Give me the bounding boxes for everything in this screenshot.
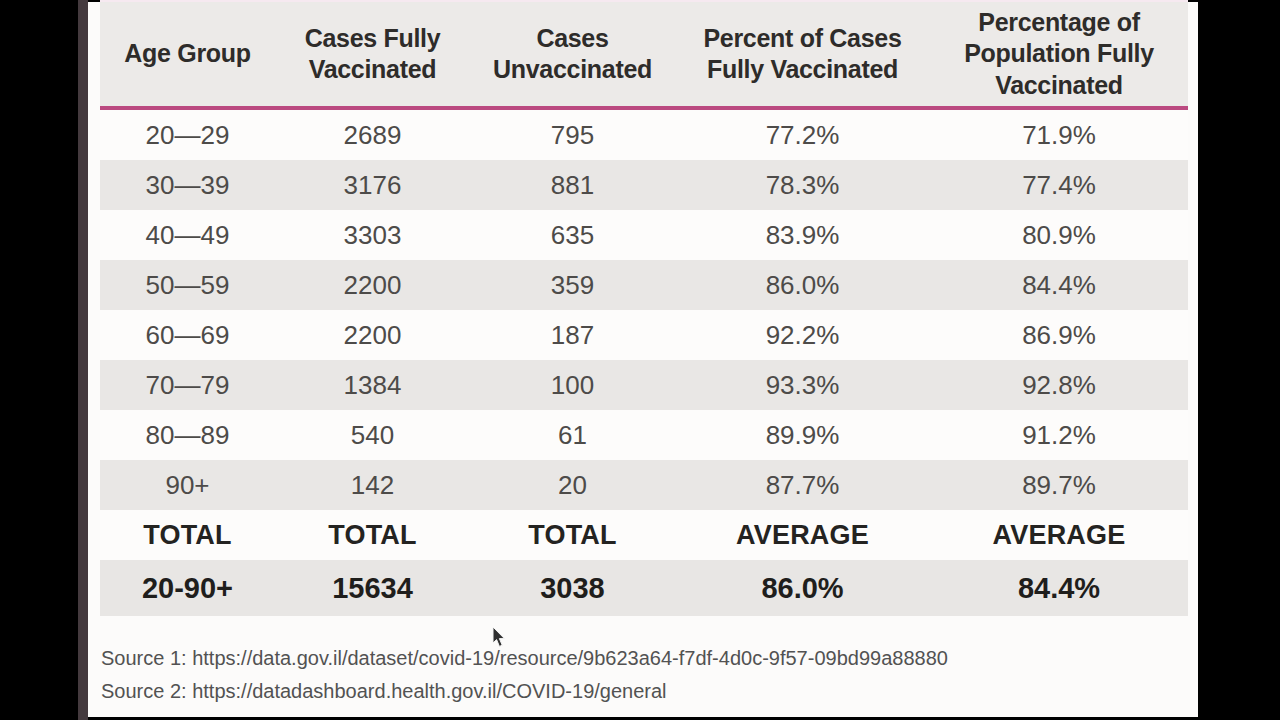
source-line-2: Source 2: https://datadashboard.health.g… bbox=[101, 675, 1161, 708]
table-row: 90+1422087.7%89.7% bbox=[100, 460, 1188, 510]
table-cell: 92.2% bbox=[675, 320, 930, 351]
table-cell: 60—69 bbox=[100, 320, 275, 351]
table-cell: 20—29 bbox=[100, 120, 275, 151]
table-cell: 30—39 bbox=[100, 170, 275, 201]
table-cell: 2200 bbox=[275, 320, 470, 351]
table-row: 80—895406189.9%91.2% bbox=[100, 410, 1188, 460]
table-cell: 89.9% bbox=[675, 420, 930, 451]
video-frame: { "colors": { "accent_line": "#bb4a80", … bbox=[0, 0, 1280, 720]
table-cell: 142 bbox=[275, 470, 470, 501]
summary-value-row: 20-90+ 15634 3038 86.0% 84.4% bbox=[100, 560, 1188, 616]
table-cell: 635 bbox=[470, 220, 675, 251]
header-percent-population-fully-vaccinated: Percentage of Population Fully Vaccinate… bbox=[930, 2, 1188, 106]
summary-label: TOTAL bbox=[100, 520, 275, 551]
summary-value: 84.4% bbox=[930, 572, 1188, 605]
table-cell: 84.4% bbox=[930, 270, 1188, 301]
table-cell: 70—79 bbox=[100, 370, 275, 401]
summary-label-row: TOTAL TOTAL TOTAL AVERAGE AVERAGE bbox=[100, 510, 1188, 560]
table-cell: 359 bbox=[470, 270, 675, 301]
summary-label: TOTAL bbox=[275, 520, 470, 551]
table-cell: 91.2% bbox=[930, 420, 1188, 451]
summary-label: TOTAL bbox=[470, 520, 675, 551]
table-cell: 86.9% bbox=[930, 320, 1188, 351]
table-cell: 20 bbox=[470, 470, 675, 501]
table-header-row: Age Group Cases Fully Vaccinated Cases U… bbox=[100, 2, 1188, 110]
table-row: 60—69220018792.2%86.9% bbox=[100, 310, 1188, 360]
table-body: 20—29268979577.2%71.9%30—39317688178.3%7… bbox=[100, 110, 1188, 510]
vaccination-table: Age Group Cases Fully Vaccinated Cases U… bbox=[100, 2, 1188, 616]
header-cases-fully-vaccinated: Cases Fully Vaccinated bbox=[275, 2, 470, 106]
table-cell: 80—89 bbox=[100, 420, 275, 451]
summary-value: 3038 bbox=[470, 572, 675, 605]
table-cell: 80.9% bbox=[930, 220, 1188, 251]
letterbox-left-edge bbox=[78, 0, 88, 720]
table-cell: 3176 bbox=[275, 170, 470, 201]
table-cell: 77.2% bbox=[675, 120, 930, 151]
table-cell: 3303 bbox=[275, 220, 470, 251]
table-cell: 90+ bbox=[100, 470, 275, 501]
table-cell: 100 bbox=[470, 370, 675, 401]
table-cell: 87.7% bbox=[675, 470, 930, 501]
table-cell: 83.9% bbox=[675, 220, 930, 251]
table-row: 40—49330363583.9%80.9% bbox=[100, 210, 1188, 260]
source-line-1: Source 1: https://data.gov.il/dataset/co… bbox=[101, 642, 1161, 675]
table-row: 50—59220035986.0%84.4% bbox=[100, 260, 1188, 310]
table-cell: 187 bbox=[470, 320, 675, 351]
summary-value: 20-90+ bbox=[100, 572, 275, 605]
table-cell: 2200 bbox=[275, 270, 470, 301]
table-cell: 50—59 bbox=[100, 270, 275, 301]
table-cell: 1384 bbox=[275, 370, 470, 401]
table-cell: 795 bbox=[470, 120, 675, 151]
table-cell: 71.9% bbox=[930, 120, 1188, 151]
summary-value: 15634 bbox=[275, 572, 470, 605]
table-row: 30—39317688178.3%77.4% bbox=[100, 160, 1188, 210]
summary-label: AVERAGE bbox=[675, 520, 930, 551]
table-cell: 93.3% bbox=[675, 370, 930, 401]
table-cell: 89.7% bbox=[930, 470, 1188, 501]
table-cell: 92.8% bbox=[930, 370, 1188, 401]
table-cell: 61 bbox=[470, 420, 675, 451]
table-cell: 77.4% bbox=[930, 170, 1188, 201]
content-panel: Age Group Cases Fully Vaccinated Cases U… bbox=[88, 2, 1198, 717]
source-citations: Source 1: https://data.gov.il/dataset/co… bbox=[101, 642, 1161, 708]
header-cases-unvaccinated: Cases Unvaccinated bbox=[470, 2, 675, 106]
table-cell: 881 bbox=[470, 170, 675, 201]
table-row: 20—29268979577.2%71.9% bbox=[100, 110, 1188, 160]
summary-value: 86.0% bbox=[675, 572, 930, 605]
header-percent-cases-fully-vaccinated: Percent of Cases Fully Vaccinated bbox=[675, 2, 930, 106]
table-cell: 2689 bbox=[275, 120, 470, 151]
table-cell: 78.3% bbox=[675, 170, 930, 201]
summary-label: AVERAGE bbox=[930, 520, 1188, 551]
header-age-group: Age Group bbox=[100, 2, 275, 106]
table-row: 70—79138410093.3%92.8% bbox=[100, 360, 1188, 410]
table-cell: 540 bbox=[275, 420, 470, 451]
table-cell: 40—49 bbox=[100, 220, 275, 251]
table-cell: 86.0% bbox=[675, 270, 930, 301]
